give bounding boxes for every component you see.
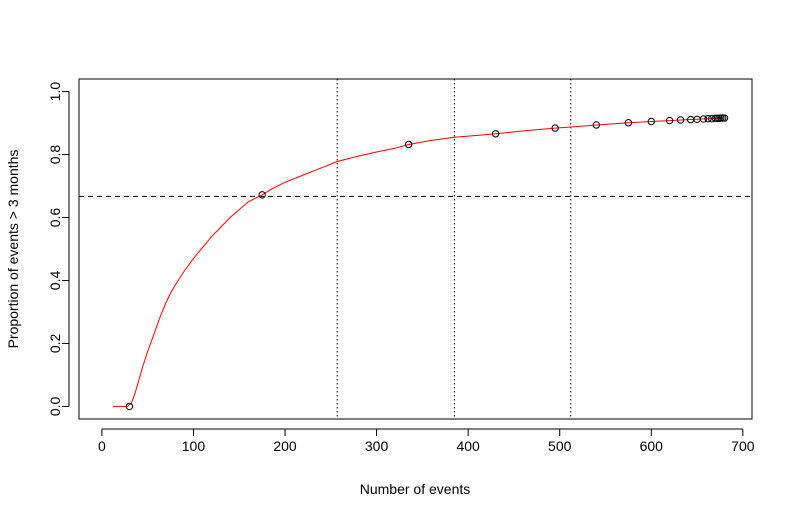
data-point — [704, 114, 712, 123]
data-point — [708, 114, 716, 123]
data-point — [125, 402, 134, 411]
data-point — [551, 124, 559, 132]
x-axis: 0 100 200 300 400 500 600 700 — [98, 428, 755, 454]
y-tick-label: 1.0 — [47, 82, 63, 102]
y-tick-label: 0.0 — [47, 396, 63, 416]
data-point — [491, 130, 500, 138]
x-tick-label: 0 — [98, 438, 106, 454]
y-tick-label: 0.6 — [47, 208, 63, 228]
data-point — [258, 191, 266, 199]
y-tick-label: 0.2 — [47, 334, 63, 354]
data-point — [720, 114, 729, 122]
x-tick-label: 200 — [273, 438, 297, 454]
x-tick-label: 500 — [548, 438, 572, 454]
x-tick-label: 100 — [182, 438, 206, 454]
data-point — [665, 116, 674, 125]
y-tick-label: 0.4 — [47, 271, 63, 291]
data-point — [624, 119, 633, 127]
y-axis: 0.0 0.2 0.4 0.6 0.8 1.0 — [47, 82, 70, 416]
reference-lines — [79, 79, 752, 419]
series-layer — [112, 117, 725, 407]
data-point — [699, 115, 708, 123]
data-point — [404, 140, 413, 149]
x-tick-label: 400 — [456, 438, 480, 454]
plot-frame — [78, 78, 753, 420]
y-tick-label: 0.8 — [47, 145, 63, 165]
series-line — [112, 117, 725, 407]
points-layer — [125, 114, 729, 411]
data-point — [592, 121, 601, 129]
x-tick-label: 600 — [640, 438, 664, 454]
data-point — [647, 117, 655, 126]
x-tick-label: 700 — [731, 438, 755, 454]
x-tick-label: 300 — [365, 438, 389, 454]
x-axis-title: Number of events — [360, 481, 471, 497]
y-axis-title: Proportion of events > 3 months — [5, 150, 21, 349]
data-point — [676, 116, 685, 124]
